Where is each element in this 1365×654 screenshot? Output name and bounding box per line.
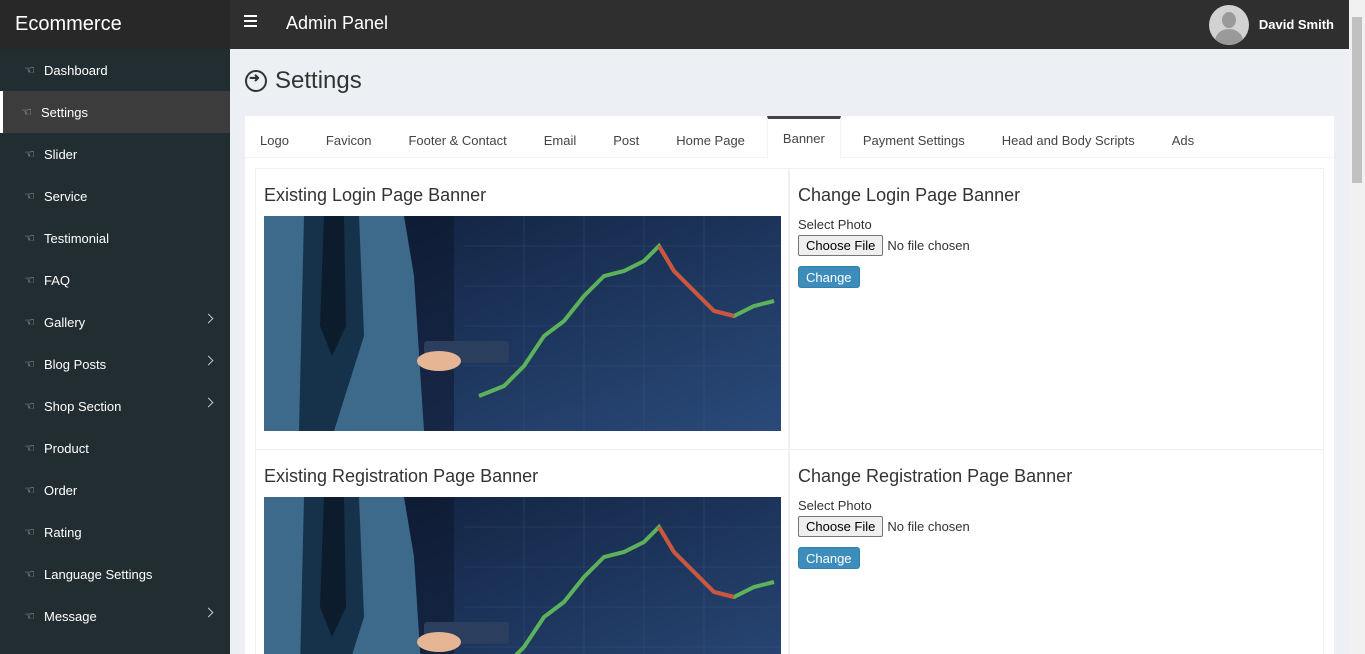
- sidebar-item-label: FAQ: [44, 272, 71, 288]
- change-login-banner-cell: Change Login Page Banner Select Photo Ch…: [789, 168, 1324, 450]
- existing-login-banner-title: Existing Login Page Banner: [264, 185, 487, 205]
- file-input[interactable]: Choose File No file chosen: [798, 235, 970, 256]
- sidebar-item-label: Gallery: [44, 314, 86, 330]
- hand-point-icon: ☞: [24, 399, 35, 413]
- main-content: Settings Logo Favicon Footer & Contact E…: [230, 49, 1349, 654]
- sidebar-item-shop-section[interactable]: ☞ Shop Section: [0, 385, 230, 427]
- tab-ads[interactable]: Ads: [1171, 133, 1195, 148]
- settings-tabs-box: Logo Favicon Footer & Contact Email Post…: [245, 116, 1334, 654]
- tab-home-page[interactable]: Home Page: [676, 133, 745, 148]
- avatar[interactable]: [1208, 4, 1249, 45]
- sidebar-item-label: Message: [44, 608, 97, 624]
- tab-post[interactable]: Post: [613, 133, 640, 148]
- existing-login-banner-cell: Existing Login Page Banner: [255, 168, 789, 450]
- sidebar-item-label: Settings: [41, 104, 88, 120]
- change-registration-banner-cell: Change Registration Page Banner Select P…: [789, 449, 1324, 654]
- tab-email[interactable]: Email: [543, 133, 577, 148]
- tab-payment-settings[interactable]: Payment Settings: [862, 133, 965, 148]
- chevron-right-icon: [203, 607, 214, 618]
- tab-head-body-scripts[interactable]: Head and Body Scripts: [1001, 133, 1135, 148]
- sidebar-item-label: Blog Posts: [44, 356, 107, 372]
- sidebar-item-slider[interactable]: ☞ Slider: [0, 133, 230, 175]
- sidebar-item-label: Service: [44, 188, 88, 204]
- sidebar-item-label: Order: [44, 482, 78, 498]
- page-title-text: Settings: [275, 67, 362, 94]
- sidebar-item-rating[interactable]: ☞ Rating: [0, 511, 230, 553]
- sidebar-item-label: Language Settings: [44, 566, 153, 582]
- hamburger-menu-icon[interactable]: [244, 15, 257, 29]
- top-header: Ecommerce Admin Panel David Smith: [0, 0, 1349, 49]
- brand-logo[interactable]: Ecommerce: [0, 0, 230, 49]
- hand-point-icon: ☞: [24, 609, 35, 623]
- tab-logo[interactable]: Logo: [260, 133, 289, 148]
- existing-registration-banner-cell: Existing Registration Page Banner: [255, 449, 789, 654]
- chevron-right-icon: [203, 313, 214, 324]
- hand-point-icon: ☞: [24, 357, 35, 371]
- choose-file-button[interactable]: Choose File: [798, 235, 884, 256]
- sidebar-item-faq[interactable]: ☞ FAQ: [0, 259, 230, 301]
- existing-registration-banner-title: Existing Registration Page Banner: [264, 466, 539, 486]
- user-name[interactable]: David Smith: [1258, 17, 1334, 32]
- sidebar-item-language-settings[interactable]: ☞ Language Settings: [0, 553, 230, 595]
- sidebar-item-settings[interactable]: ☞ Settings: [0, 91, 230, 133]
- arrow-circle-right-icon: [245, 70, 267, 92]
- chevron-right-icon: [203, 355, 214, 366]
- panel-title: Admin Panel: [286, 13, 389, 33]
- hand-point-icon: ☞: [24, 231, 35, 245]
- hand-point-icon: ☞: [24, 189, 35, 203]
- tab-favicon[interactable]: Favicon: [325, 133, 372, 148]
- tab-bar: Logo Favicon Footer & Contact Email Post…: [245, 116, 1334, 159]
- file-status: No file chosen: [887, 519, 970, 534]
- sidebar-item-label: Shop Section: [44, 398, 122, 414]
- login-banner-image: [264, 216, 781, 431]
- choose-file-button[interactable]: Choose File: [798, 516, 884, 537]
- hand-point-icon: ☞: [21, 105, 32, 119]
- file-status: No file chosen: [887, 238, 970, 253]
- change-button[interactable]: Change: [798, 547, 860, 569]
- scrollbar-thumb[interactable]: [1352, 17, 1362, 183]
- change-login-banner-title: Change Login Page Banner: [798, 185, 1021, 205]
- sidebar-item-product[interactable]: ☞ Product: [0, 427, 230, 469]
- sidebar-item-message[interactable]: ☞ Message: [0, 595, 230, 637]
- sidebar-item-order[interactable]: ☞ Order: [0, 469, 230, 511]
- hand-point-icon: ☞: [24, 147, 35, 161]
- hand-point-icon: ☞: [24, 315, 35, 329]
- select-photo-label: Select Photo: [798, 498, 872, 513]
- page-title: Settings: [245, 67, 362, 95]
- hand-point-icon: ☞: [24, 567, 35, 581]
- hand-point-icon: ☞: [24, 525, 35, 539]
- tab-banner[interactable]: Banner: [766, 116, 841, 159]
- change-registration-banner-title: Change Registration Page Banner: [798, 466, 1073, 486]
- sidebar-item-label: Slider: [44, 146, 78, 162]
- sidebar-item-label: Product: [44, 440, 89, 456]
- hand-point-icon: ☞: [24, 441, 35, 455]
- file-input[interactable]: Choose File No file chosen: [798, 516, 970, 537]
- change-button[interactable]: Change: [798, 266, 860, 288]
- sidebar-item-blog-posts[interactable]: ☞ Blog Posts: [0, 343, 230, 385]
- banner-photo-icon: [264, 216, 781, 431]
- tab-footer-contact[interactable]: Footer & Contact: [408, 133, 507, 148]
- user-menu[interactable]: David Smith: [1208, 0, 1334, 49]
- sidebar-item-gallery[interactable]: ☞ Gallery: [0, 301, 230, 343]
- sidebar-item-dashboard[interactable]: ☞ Dashboard: [0, 49, 230, 91]
- chevron-right-icon: [203, 397, 214, 408]
- registration-banner-image: [264, 497, 781, 654]
- hand-point-icon: ☞: [24, 273, 35, 287]
- hand-point-icon: ☞: [24, 483, 35, 497]
- banner-photo-icon: [264, 497, 781, 654]
- sidebar-item-label: Rating: [44, 524, 82, 540]
- sidebar-item-testimonial[interactable]: ☞ Testimonial: [0, 217, 230, 259]
- sidebar-item-label: Dashboard: [44, 62, 108, 78]
- sidebar-item-label: Testimonial: [44, 230, 110, 246]
- select-photo-label: Select Photo: [798, 217, 872, 232]
- page-scrollbar[interactable]: [1349, 0, 1365, 654]
- sidebar-item-service[interactable]: ☞ Service: [0, 175, 230, 217]
- hand-point-icon: ☞: [24, 63, 35, 77]
- sidebar-item-partial[interactable]: ☞: [0, 637, 230, 654]
- sidebar: ☞ Dashboard ☞ Settings ☞ Slider ☞ Service ☞ T…: [0, 49, 230, 654]
